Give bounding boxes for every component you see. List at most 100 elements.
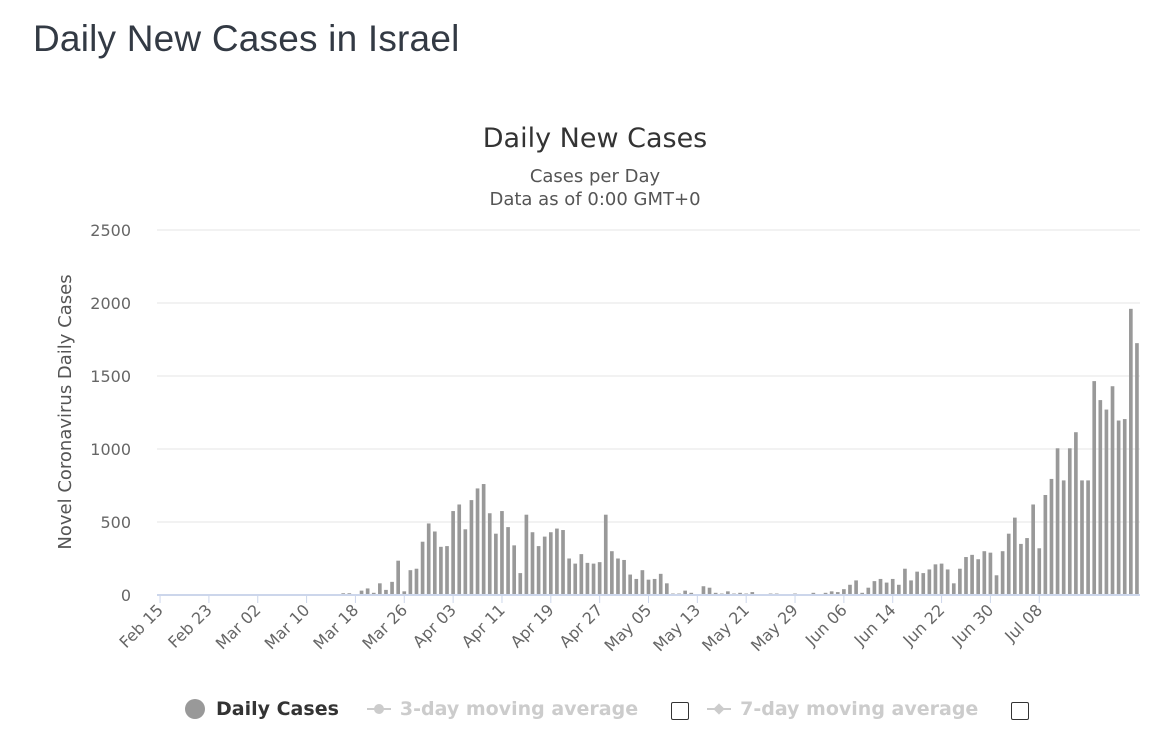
- bar-series[interactable]: [341, 308, 1139, 596]
- bar[interactable]: [359, 590, 364, 595]
- bar[interactable]: [689, 592, 694, 595]
- bar[interactable]: [1025, 538, 1029, 595]
- bar[interactable]: [524, 514, 529, 595]
- bar[interactable]: [622, 559, 626, 595]
- bar[interactable]: [603, 514, 608, 595]
- bar[interactable]: [878, 578, 883, 595]
- bar[interactable]: [903, 568, 907, 595]
- bar[interactable]: [909, 580, 913, 595]
- bar[interactable]: [872, 581, 877, 595]
- bar[interactable]: [1031, 504, 1035, 595]
- bar[interactable]: [542, 536, 547, 595]
- bar[interactable]: [951, 583, 956, 595]
- bar[interactable]: [548, 532, 553, 595]
- bar[interactable]: [921, 573, 926, 595]
- bar[interactable]: [933, 564, 938, 595]
- legend-item-3-day-average[interactable]: 3-day moving average: [366, 698, 638, 720]
- bar[interactable]: [1092, 381, 1097, 595]
- bar[interactable]: [1116, 420, 1121, 595]
- bar[interactable]: [664, 583, 669, 595]
- bar[interactable]: [988, 552, 993, 595]
- bar[interactable]: [1049, 478, 1054, 595]
- bar[interactable]: [420, 541, 425, 595]
- bar[interactable]: [487, 513, 492, 595]
- bar[interactable]: [823, 592, 828, 595]
- bar[interactable]: [976, 559, 981, 595]
- bar[interactable]: [536, 546, 541, 595]
- bar[interactable]: [585, 562, 590, 595]
- bar[interactable]: [927, 569, 932, 595]
- bar[interactable]: [616, 558, 620, 596]
- bar[interactable]: [1000, 551, 1005, 595]
- bar[interactable]: [390, 581, 394, 595]
- bar[interactable]: [426, 523, 431, 595]
- bar[interactable]: [835, 592, 840, 595]
- bar[interactable]: [640, 570, 645, 595]
- bar[interactable]: [1098, 400, 1103, 595]
- bar[interactable]: [1037, 548, 1042, 595]
- bar[interactable]: [518, 573, 523, 595]
- bar[interactable]: [1122, 419, 1127, 595]
- legend-item-daily-cases[interactable]: Daily Cases: [185, 698, 339, 720]
- 7-day-average-checkbox[interactable]: [1011, 702, 1030, 720]
- bar[interactable]: [738, 592, 742, 595]
- bar[interactable]: [610, 551, 614, 595]
- bar[interactable]: [457, 504, 462, 595]
- bar[interactable]: [964, 557, 968, 595]
- bar[interactable]: [994, 575, 999, 595]
- bar[interactable]: [628, 574, 633, 595]
- bar[interactable]: [958, 568, 962, 595]
- bar[interactable]: [378, 583, 382, 595]
- bar[interactable]: [365, 588, 370, 595]
- bar[interactable]: [579, 554, 584, 595]
- bar[interactable]: [890, 578, 895, 595]
- bar[interactable]: [432, 531, 437, 595]
- bar[interactable]: [1006, 533, 1011, 595]
- bar[interactable]: [414, 568, 419, 595]
- bar[interactable]: [445, 546, 449, 595]
- bar[interactable]: [658, 573, 663, 595]
- bar[interactable]: [1043, 494, 1048, 595]
- bar[interactable]: [713, 592, 718, 595]
- bar[interactable]: [652, 578, 657, 595]
- bar[interactable]: [982, 551, 987, 595]
- bar[interactable]: [915, 571, 919, 595]
- bar[interactable]: [475, 488, 480, 595]
- 3-day-average-checkbox[interactable]: [671, 702, 690, 720]
- bar[interactable]: [597, 562, 602, 595]
- bar[interactable]: [469, 500, 474, 595]
- bar[interactable]: [683, 590, 687, 595]
- bar[interactable]: [396, 560, 400, 595]
- bar[interactable]: [1074, 432, 1078, 595]
- bar[interactable]: [860, 592, 865, 595]
- bar[interactable]: [1055, 448, 1060, 595]
- bar[interactable]: [884, 582, 889, 595]
- bar[interactable]: [634, 578, 639, 595]
- bar[interactable]: [1135, 343, 1139, 595]
- bar[interactable]: [1080, 480, 1084, 595]
- bar[interactable]: [1129, 308, 1133, 595]
- bar[interactable]: [567, 558, 571, 596]
- bar[interactable]: [530, 532, 535, 595]
- bar[interactable]: [854, 580, 858, 595]
- bar[interactable]: [555, 528, 559, 595]
- bar[interactable]: [1013, 517, 1017, 595]
- bar[interactable]: [506, 527, 510, 595]
- bar[interactable]: [939, 563, 944, 595]
- bar[interactable]: [1067, 448, 1072, 595]
- bar[interactable]: [829, 591, 834, 595]
- bar[interactable]: [646, 579, 651, 595]
- bar[interactable]: [726, 591, 730, 595]
- bar[interactable]: [494, 533, 498, 595]
- bar[interactable]: [1104, 409, 1109, 595]
- bar[interactable]: [439, 546, 443, 595]
- legend-item-7-day-average[interactable]: 7-day moving average: [707, 698, 978, 720]
- bar[interactable]: [512, 545, 517, 595]
- bar[interactable]: [970, 554, 974, 595]
- bar[interactable]: [842, 589, 846, 595]
- bar[interactable]: [1019, 543, 1023, 595]
- bar[interactable]: [811, 592, 816, 595]
- bar[interactable]: [945, 569, 950, 595]
- bar[interactable]: [701, 586, 706, 595]
- bar[interactable]: [500, 511, 504, 595]
